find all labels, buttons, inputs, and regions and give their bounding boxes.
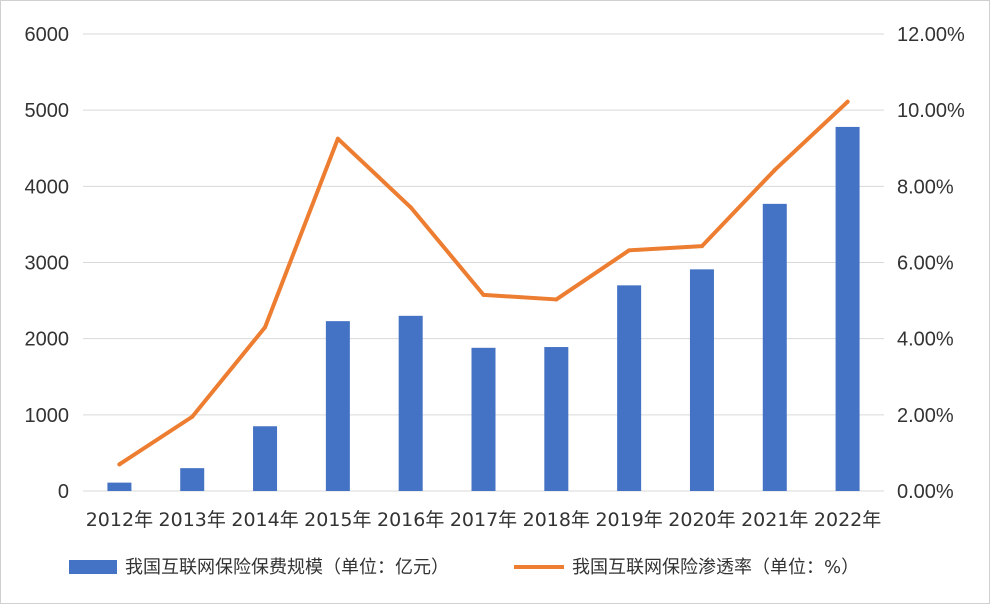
line-point — [627, 248, 632, 253]
x-tick-label: 2013年 — [159, 509, 226, 531]
bar — [398, 315, 423, 491]
bar — [325, 321, 350, 491]
bar — [689, 269, 714, 491]
bar — [471, 347, 496, 491]
x-tick-label: 2014年 — [231, 509, 298, 531]
left-tick-label: 4000 — [25, 176, 70, 198]
right-axis: 0.00% 2.00% 4.00% 6.00% 8.00% 10.00% 12.00% — [897, 24, 965, 503]
left-tick-label: 6000 — [25, 24, 70, 46]
line-point — [190, 414, 195, 419]
line-point — [263, 325, 268, 330]
legend-bar-swatch — [69, 560, 117, 574]
x-axis: 2012年 2013年 2014年 2015年 2016年 2017年 2018年 2019年… — [86, 509, 882, 531]
line-point — [117, 462, 122, 467]
legend: 我国互联网保险保费规模（单位：亿元） 我国互联网保险渗透率（单位：%） — [69, 557, 859, 578]
left-axis: 0 1000 2000 3000 4000 5000 6000 — [25, 24, 70, 503]
x-tick-label: 2020年 — [668, 509, 735, 531]
x-tick-label: 2012年 — [86, 509, 153, 531]
line-point — [699, 244, 704, 249]
legend-line-label: 我国互联网保险渗透率（单位：%） — [572, 557, 859, 578]
left-tick-label: 1000 — [25, 405, 70, 427]
bar — [253, 426, 278, 491]
left-tick-label: 5000 — [25, 100, 70, 122]
bar — [180, 468, 205, 491]
right-tick-label: 6.00% — [897, 253, 954, 275]
right-tick-label: 8.00% — [897, 176, 954, 198]
bar — [617, 285, 642, 491]
x-tick-label: 2016年 — [377, 509, 444, 531]
legend-bar-label: 我国互联网保险保费规模（单位：亿元） — [125, 557, 449, 578]
right-tick-label: 4.00% — [897, 329, 954, 351]
right-tick-label: 12.00% — [897, 24, 965, 46]
line-point — [772, 167, 777, 172]
line-point — [408, 205, 413, 210]
x-tick-label: 2018年 — [523, 509, 590, 531]
line-point — [554, 297, 559, 302]
right-tick-label: 10.00% — [897, 100, 965, 122]
x-tick-label: 2019年 — [595, 509, 662, 531]
x-tick-label: 2022年 — [814, 509, 881, 531]
bar — [762, 203, 787, 491]
bar-series — [107, 126, 860, 491]
right-tick-label: 0.00% — [897, 481, 954, 503]
gridlines — [83, 33, 884, 492]
line-series — [117, 99, 850, 467]
x-tick-label: 2015年 — [304, 509, 371, 531]
line-point — [481, 292, 486, 297]
right-tick-label: 2.00% — [897, 405, 954, 427]
bar — [544, 347, 569, 491]
x-tick-label: 2021年 — [741, 509, 808, 531]
left-tick-label: 2000 — [25, 329, 70, 351]
left-tick-label: 3000 — [25, 253, 70, 275]
line-point — [845, 99, 850, 104]
x-tick-label: 2017年 — [450, 509, 517, 531]
bar — [107, 482, 132, 491]
bar — [835, 126, 860, 491]
left-tick-label: 0 — [58, 481, 69, 503]
line-point — [335, 136, 340, 141]
